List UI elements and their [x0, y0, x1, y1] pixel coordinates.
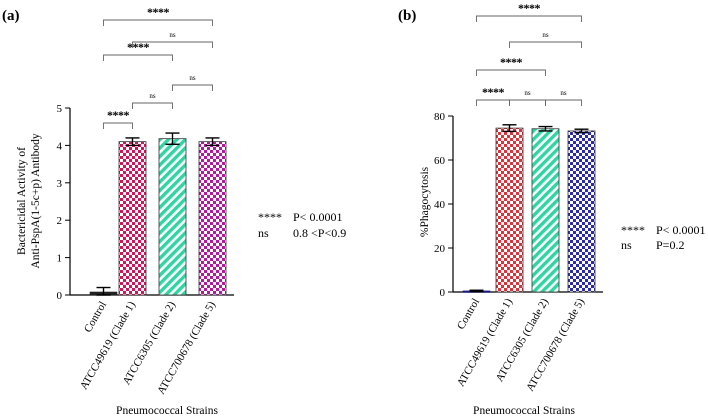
- significance-bracket: [103, 54, 173, 61]
- significance-bracket: [103, 122, 133, 129]
- significance-label: ns: [149, 92, 156, 100]
- significance-label: ****: [518, 1, 541, 15]
- significance-label: ns: [542, 31, 549, 39]
- y-tick-label: 5: [57, 103, 63, 115]
- y-tick-label: 3: [57, 178, 63, 190]
- panel-b-legend-text-2: P=0.2: [656, 238, 684, 252]
- y-tick-label: 20: [434, 243, 446, 255]
- panel-b-ylabel: %Phagocytosis: [419, 166, 431, 237]
- significance-label: ****: [500, 55, 523, 69]
- bar: [495, 127, 524, 293]
- significance-bracket: [509, 99, 546, 106]
- significance-label: ****: [107, 108, 130, 122]
- bar: [118, 141, 147, 296]
- significance-label: ns: [560, 89, 567, 97]
- panel-a-legend-symbol-1: ****: [258, 210, 282, 224]
- panel-b-label: (b): [398, 8, 416, 24]
- category-label: Control: [455, 297, 482, 332]
- y-tick-label: 60: [434, 155, 446, 167]
- panel-a-legend-text-1: P< 0.0001: [293, 210, 342, 224]
- bar: [567, 130, 596, 293]
- panel-b-legend-symbol-1: ****: [621, 223, 645, 237]
- significance-bracket: [476, 15, 582, 22]
- panel-a-legend-symbol-2: ns: [258, 226, 269, 240]
- y-tick-label: 0: [57, 290, 63, 302]
- panel-a-ylabel-line-1: Bactericidal Activity of: [16, 147, 28, 255]
- significance-label: ****: [147, 5, 170, 19]
- significance-label: ****: [482, 85, 505, 99]
- panel-b-legend-text-1: P< 0.0001: [656, 223, 705, 237]
- panel-b: (b) %Phagocytosis Pneumococcal Strains *…: [398, 1, 705, 417]
- panel-a-label: (a): [2, 8, 20, 24]
- significance-bracket: [476, 69, 546, 76]
- y-tick-label: 4: [57, 140, 63, 152]
- category-label: Control: [82, 300, 109, 335]
- y-tick-label: 80: [434, 111, 446, 123]
- y-tick-label: 40: [434, 199, 446, 211]
- panel-b-legend-symbol-2: ns: [621, 238, 632, 252]
- significance-label: ns: [524, 89, 531, 97]
- panel-a-xlabel: Pneumococcal Strains: [116, 405, 218, 417]
- bar: [158, 138, 187, 296]
- panel-a: (a) Bactericidal Activity of Anti-PspA(1…: [2, 5, 346, 417]
- bar: [531, 128, 560, 293]
- y-tick-label: 1: [57, 253, 63, 265]
- significance-bracket: [103, 19, 213, 26]
- significance-bracket: [476, 99, 510, 106]
- y-tick-label: 2: [57, 215, 63, 227]
- significance-bracket: [132, 41, 213, 48]
- bar: [198, 141, 227, 296]
- panel-a-ylabel-line-2: Anti-PspA(1-5c+p) Antibody: [30, 133, 42, 268]
- significance-label: ns: [189, 74, 196, 82]
- panel-a-legend-text-2: 0.8 <P<0.9: [293, 226, 346, 240]
- significance-bracket: [172, 84, 213, 91]
- significance-bracket: [545, 99, 582, 106]
- panel-b-xlabel: Pneumococcal Strains: [473, 405, 575, 417]
- significance-bracket: [132, 102, 173, 109]
- y-tick-label: 0: [440, 287, 446, 299]
- significance-label: ns: [169, 31, 176, 39]
- significance-bracket: [509, 41, 582, 48]
